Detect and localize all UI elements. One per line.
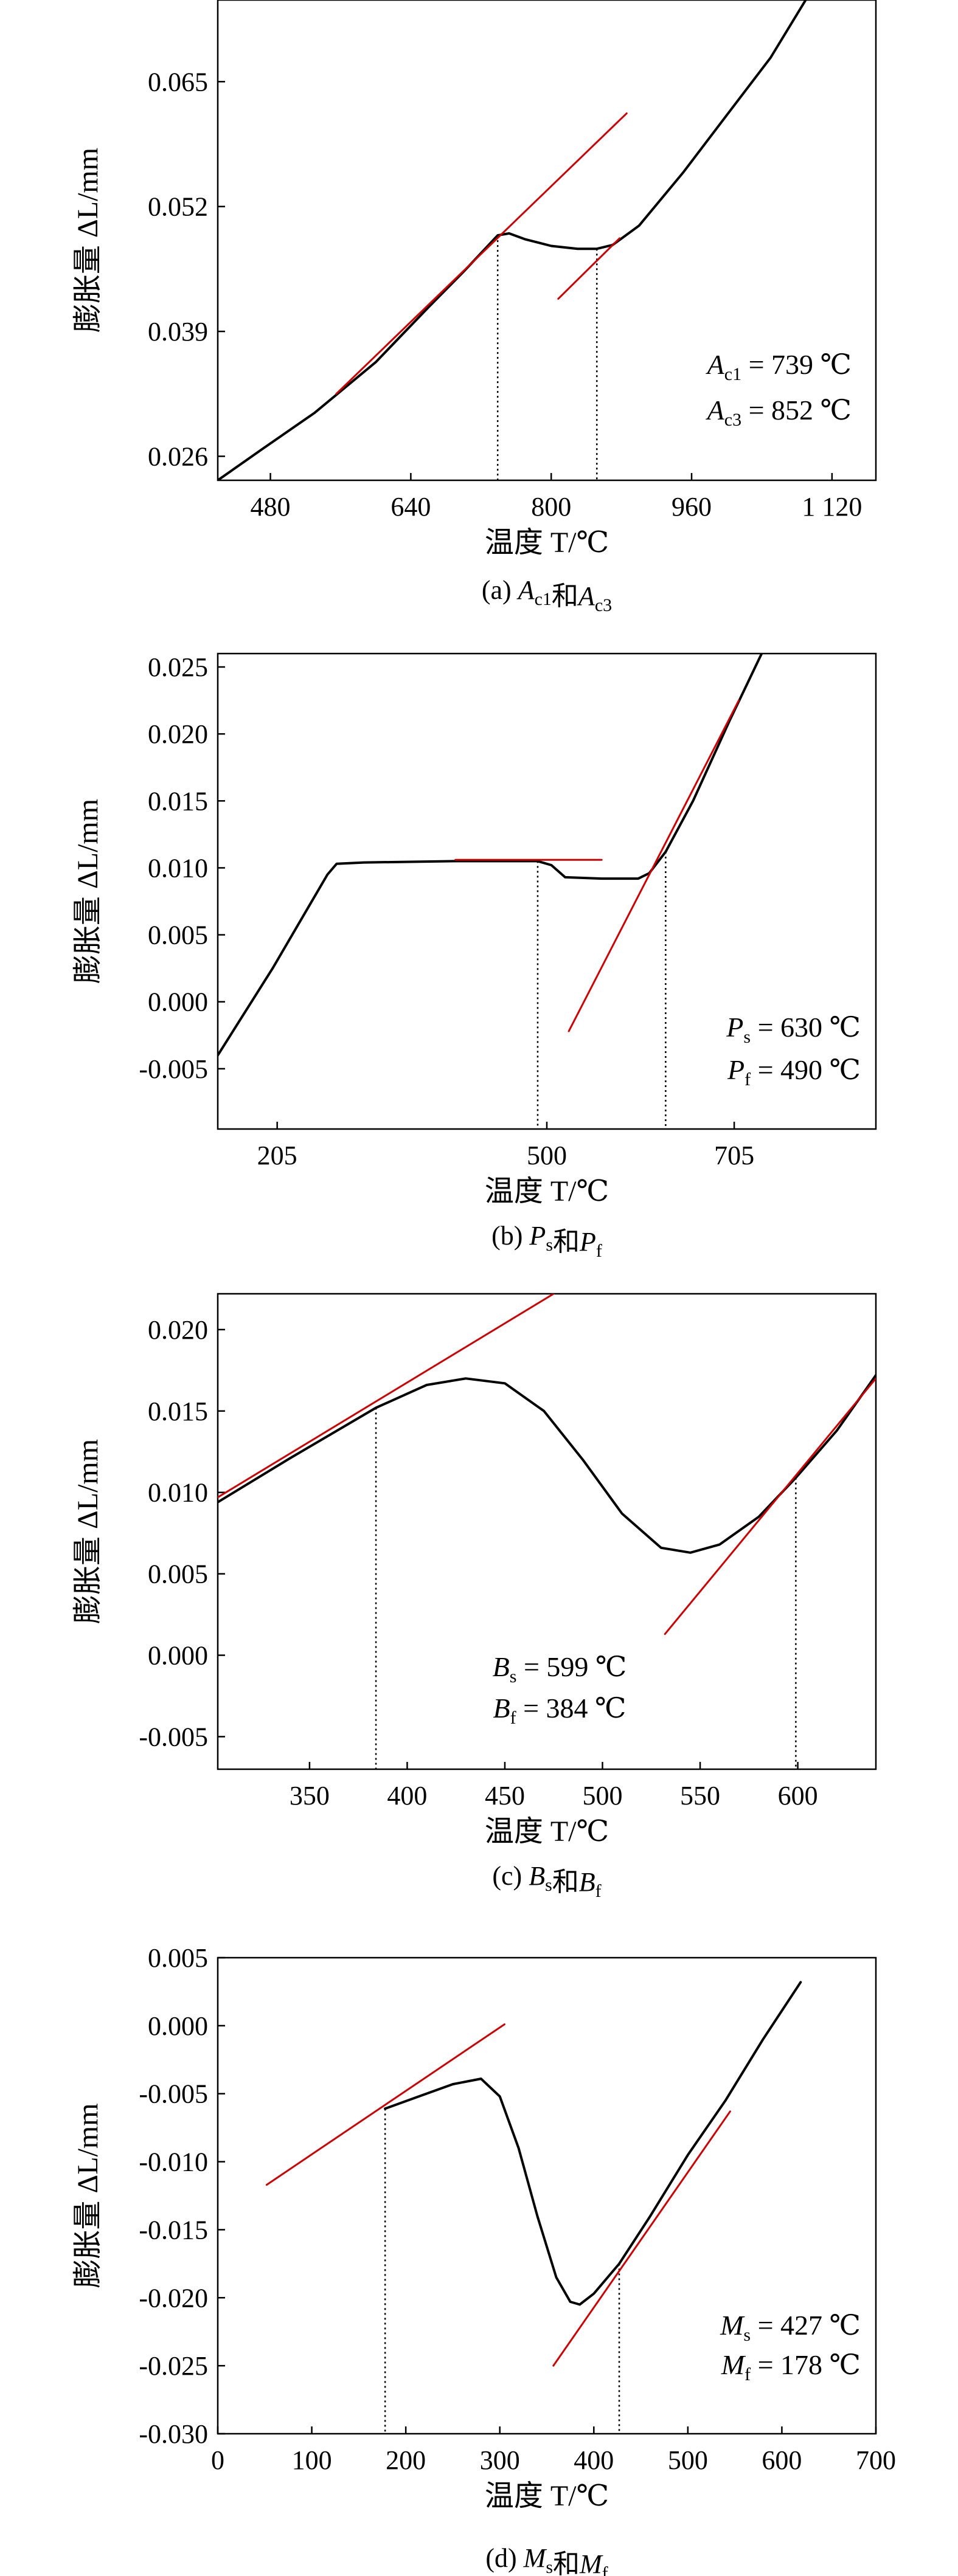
x-tick-label: 500	[583, 1781, 623, 1811]
tangent-line	[664, 1377, 876, 1635]
y-tick-label: -0.005	[139, 1054, 208, 1084]
plot-frame	[217, 1956, 877, 2435]
x-tick-label: 1 120	[802, 492, 862, 522]
x-tick-label: 600	[778, 1781, 818, 1811]
temperature-annotation: Ms = 427 ℃	[720, 2310, 861, 2345]
tangent-line	[218, 1294, 555, 1499]
data-area	[218, 0, 807, 480]
y-tick-label: 0.020	[148, 1315, 208, 1345]
y-tick-label: -0.005	[139, 1722, 208, 1752]
data-area	[218, 1294, 876, 1769]
tangent-line	[552, 2110, 731, 2367]
y-tick-label: 0.000	[148, 2011, 208, 2041]
temperature-annotation: Bf = 384 ℃	[493, 1693, 626, 1728]
panel-caption: (a) Ac1和Ac3	[482, 575, 612, 615]
x-tick-label: 800	[531, 492, 571, 522]
panel-b: 205 500 705 -0.005 0.000 0.005 0.010 0.015 0.020…	[72, 652, 877, 1261]
x-axis-label: 温度 T/℃	[485, 1175, 609, 1207]
panel-c: 350 400 450 500 550 600 -0.005 0.000 0.005 0.010 0…	[72, 1293, 877, 1901]
y-tick-label: 0.010	[148, 853, 208, 883]
data-area	[218, 654, 763, 1129]
x-tick-label: 600	[762, 2445, 802, 2475]
y-tick-label: 0.000	[148, 1641, 208, 1671]
panel-caption: (d) Ms和Mf	[485, 2543, 608, 2576]
x-tick-label: 550	[680, 1781, 720, 1811]
x-tick-label: 400	[387, 1781, 427, 1811]
panel-a: 480 640 800 960 1 120 0.026 0.039 0.052 0.065 温度 …	[72, 0, 877, 615]
x-axis-label: 温度 T/℃	[485, 2480, 609, 2512]
x-tick-label: 640	[390, 492, 431, 522]
tangent-line	[568, 699, 740, 1032]
y-tick-label: 0.015	[148, 786, 208, 816]
y-tick-label: -0.010	[139, 2147, 208, 2177]
x-tick-label: 0	[211, 2445, 224, 2475]
y-axis-label: 膨胀量 ΔL/mm	[72, 2103, 104, 2288]
x-tick-label: 400	[574, 2445, 614, 2475]
x-tick-label: 205	[257, 1141, 297, 1170]
y-tick-label: 0.000	[148, 987, 208, 1017]
y-tick-label: 0.010	[148, 1478, 208, 1508]
y-tick-label: -0.015	[139, 2215, 208, 2245]
tangent-line	[265, 2023, 505, 2186]
x-tick-label: 450	[485, 1781, 525, 1811]
temperature-annotation: Ac3 = 852 ℃	[706, 395, 852, 430]
x-tick-label: 100	[292, 2445, 332, 2475]
dilatation-curve	[218, 654, 763, 1057]
y-axis-label: 膨胀量 ΔL/mm	[72, 148, 104, 333]
x-tick-label: 500	[668, 2445, 708, 2475]
x-tick-label: 300	[480, 2445, 520, 2475]
y-tick-label: 0.026	[148, 442, 208, 472]
y-tick-label: 0.065	[148, 67, 208, 97]
y-tick-label: 0.052	[148, 192, 208, 222]
temperature-annotation: Ps = 630 ℃	[726, 1012, 861, 1047]
x-tick-label: 700	[856, 2445, 896, 2475]
y-axis-label: 膨胀量 ΔL/mm	[72, 799, 104, 984]
tangent-line	[557, 237, 621, 300]
y-tick-label: -0.020	[139, 2283, 208, 2313]
y-tick-label: 0.015	[148, 1397, 208, 1426]
y-tick-label: 0.005	[148, 1559, 208, 1589]
x-tick-label: 200	[386, 2445, 426, 2475]
y-tick-label: 0.020	[148, 719, 208, 749]
dilatation-curve	[218, 0, 807, 480]
plot-frame	[217, 1293, 877, 1770]
y-tick-label: 0.039	[148, 317, 208, 347]
panel-caption: (b) Ps和Pf	[491, 1221, 602, 1261]
panel-d: 0 100 200 300 400 500 600 700 -0.030 -0.025 -0.020…	[72, 1943, 896, 2576]
x-tick-label: 350	[290, 1781, 330, 1811]
data-area	[265, 1981, 802, 2434]
temperature-annotation: Pf = 490 ℃	[727, 1054, 861, 1089]
x-tick-label: 705	[714, 1141, 754, 1170]
x-axis-label: 温度 T/℃	[485, 527, 609, 559]
temperature-annotation: Bs = 599 ℃	[493, 1651, 627, 1687]
dilatation-curve	[384, 1981, 802, 2306]
temperature-annotation: Ac1 = 739 ℃	[706, 349, 852, 384]
y-axis-label: 膨胀量 ΔL/mm	[72, 1439, 104, 1624]
x-axis-label: 温度 T/℃	[485, 1815, 609, 1848]
tangent-line	[335, 112, 628, 395]
y-tick-label: -0.025	[139, 2351, 208, 2381]
temperature-annotation: Mf = 178 ℃	[721, 2349, 861, 2384]
dilatation-curve	[218, 1373, 876, 1554]
x-tick-label: 960	[672, 492, 712, 522]
y-tick-label: -0.030	[139, 2419, 208, 2449]
x-tick-label: 500	[527, 1141, 567, 1170]
panel-caption: (c) Bs和Bf	[492, 1861, 601, 1901]
y-tick-label: 0.005	[148, 1943, 208, 1973]
plot-frame	[217, 0, 877, 482]
y-tick-label: -0.005	[139, 2079, 208, 2109]
y-tick-label: 0.005	[148, 920, 208, 950]
y-tick-label: 0.025	[148, 652, 208, 682]
x-tick-label: 480	[251, 492, 291, 522]
